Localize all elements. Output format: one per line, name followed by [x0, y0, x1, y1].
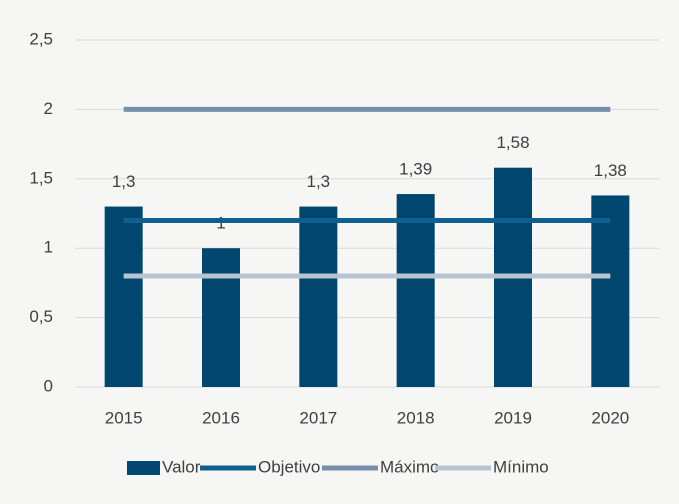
legend-label: Valor [162, 457, 201, 476]
y-tick-label: 2 [44, 99, 53, 118]
x-tick-label: 2020 [591, 408, 629, 427]
bar [104, 206, 143, 387]
x-tick-label: 2015 [105, 408, 143, 427]
data-label: 1 [216, 214, 225, 233]
y-tick-label: 0,5 [29, 307, 53, 326]
y-tick-label: 2,5 [29, 29, 53, 48]
x-tick-label: 2018 [397, 408, 435, 427]
legend-label: Mínimo [493, 457, 549, 476]
data-label: 1,3 [112, 172, 136, 191]
x-tick-label: 2019 [494, 408, 532, 427]
legend-label: Objetivo [258, 457, 320, 476]
data-label: 1,38 [594, 161, 627, 180]
legend-label: Máximo [380, 457, 440, 476]
bar [396, 194, 435, 387]
bar [591, 195, 630, 387]
legend-swatch [127, 461, 160, 475]
y-tick-label: 1,5 [29, 168, 53, 187]
data-label: 1,3 [307, 172, 331, 191]
y-tick-label: 0 [44, 376, 53, 395]
bar [202, 248, 240, 387]
y-tick-label: 1 [44, 238, 53, 257]
data-label: 1,39 [399, 160, 432, 179]
data-label: 1,58 [496, 133, 529, 152]
bar [299, 206, 338, 387]
x-tick-label: 2016 [202, 408, 240, 427]
x-tick-label: 2017 [299, 408, 337, 427]
